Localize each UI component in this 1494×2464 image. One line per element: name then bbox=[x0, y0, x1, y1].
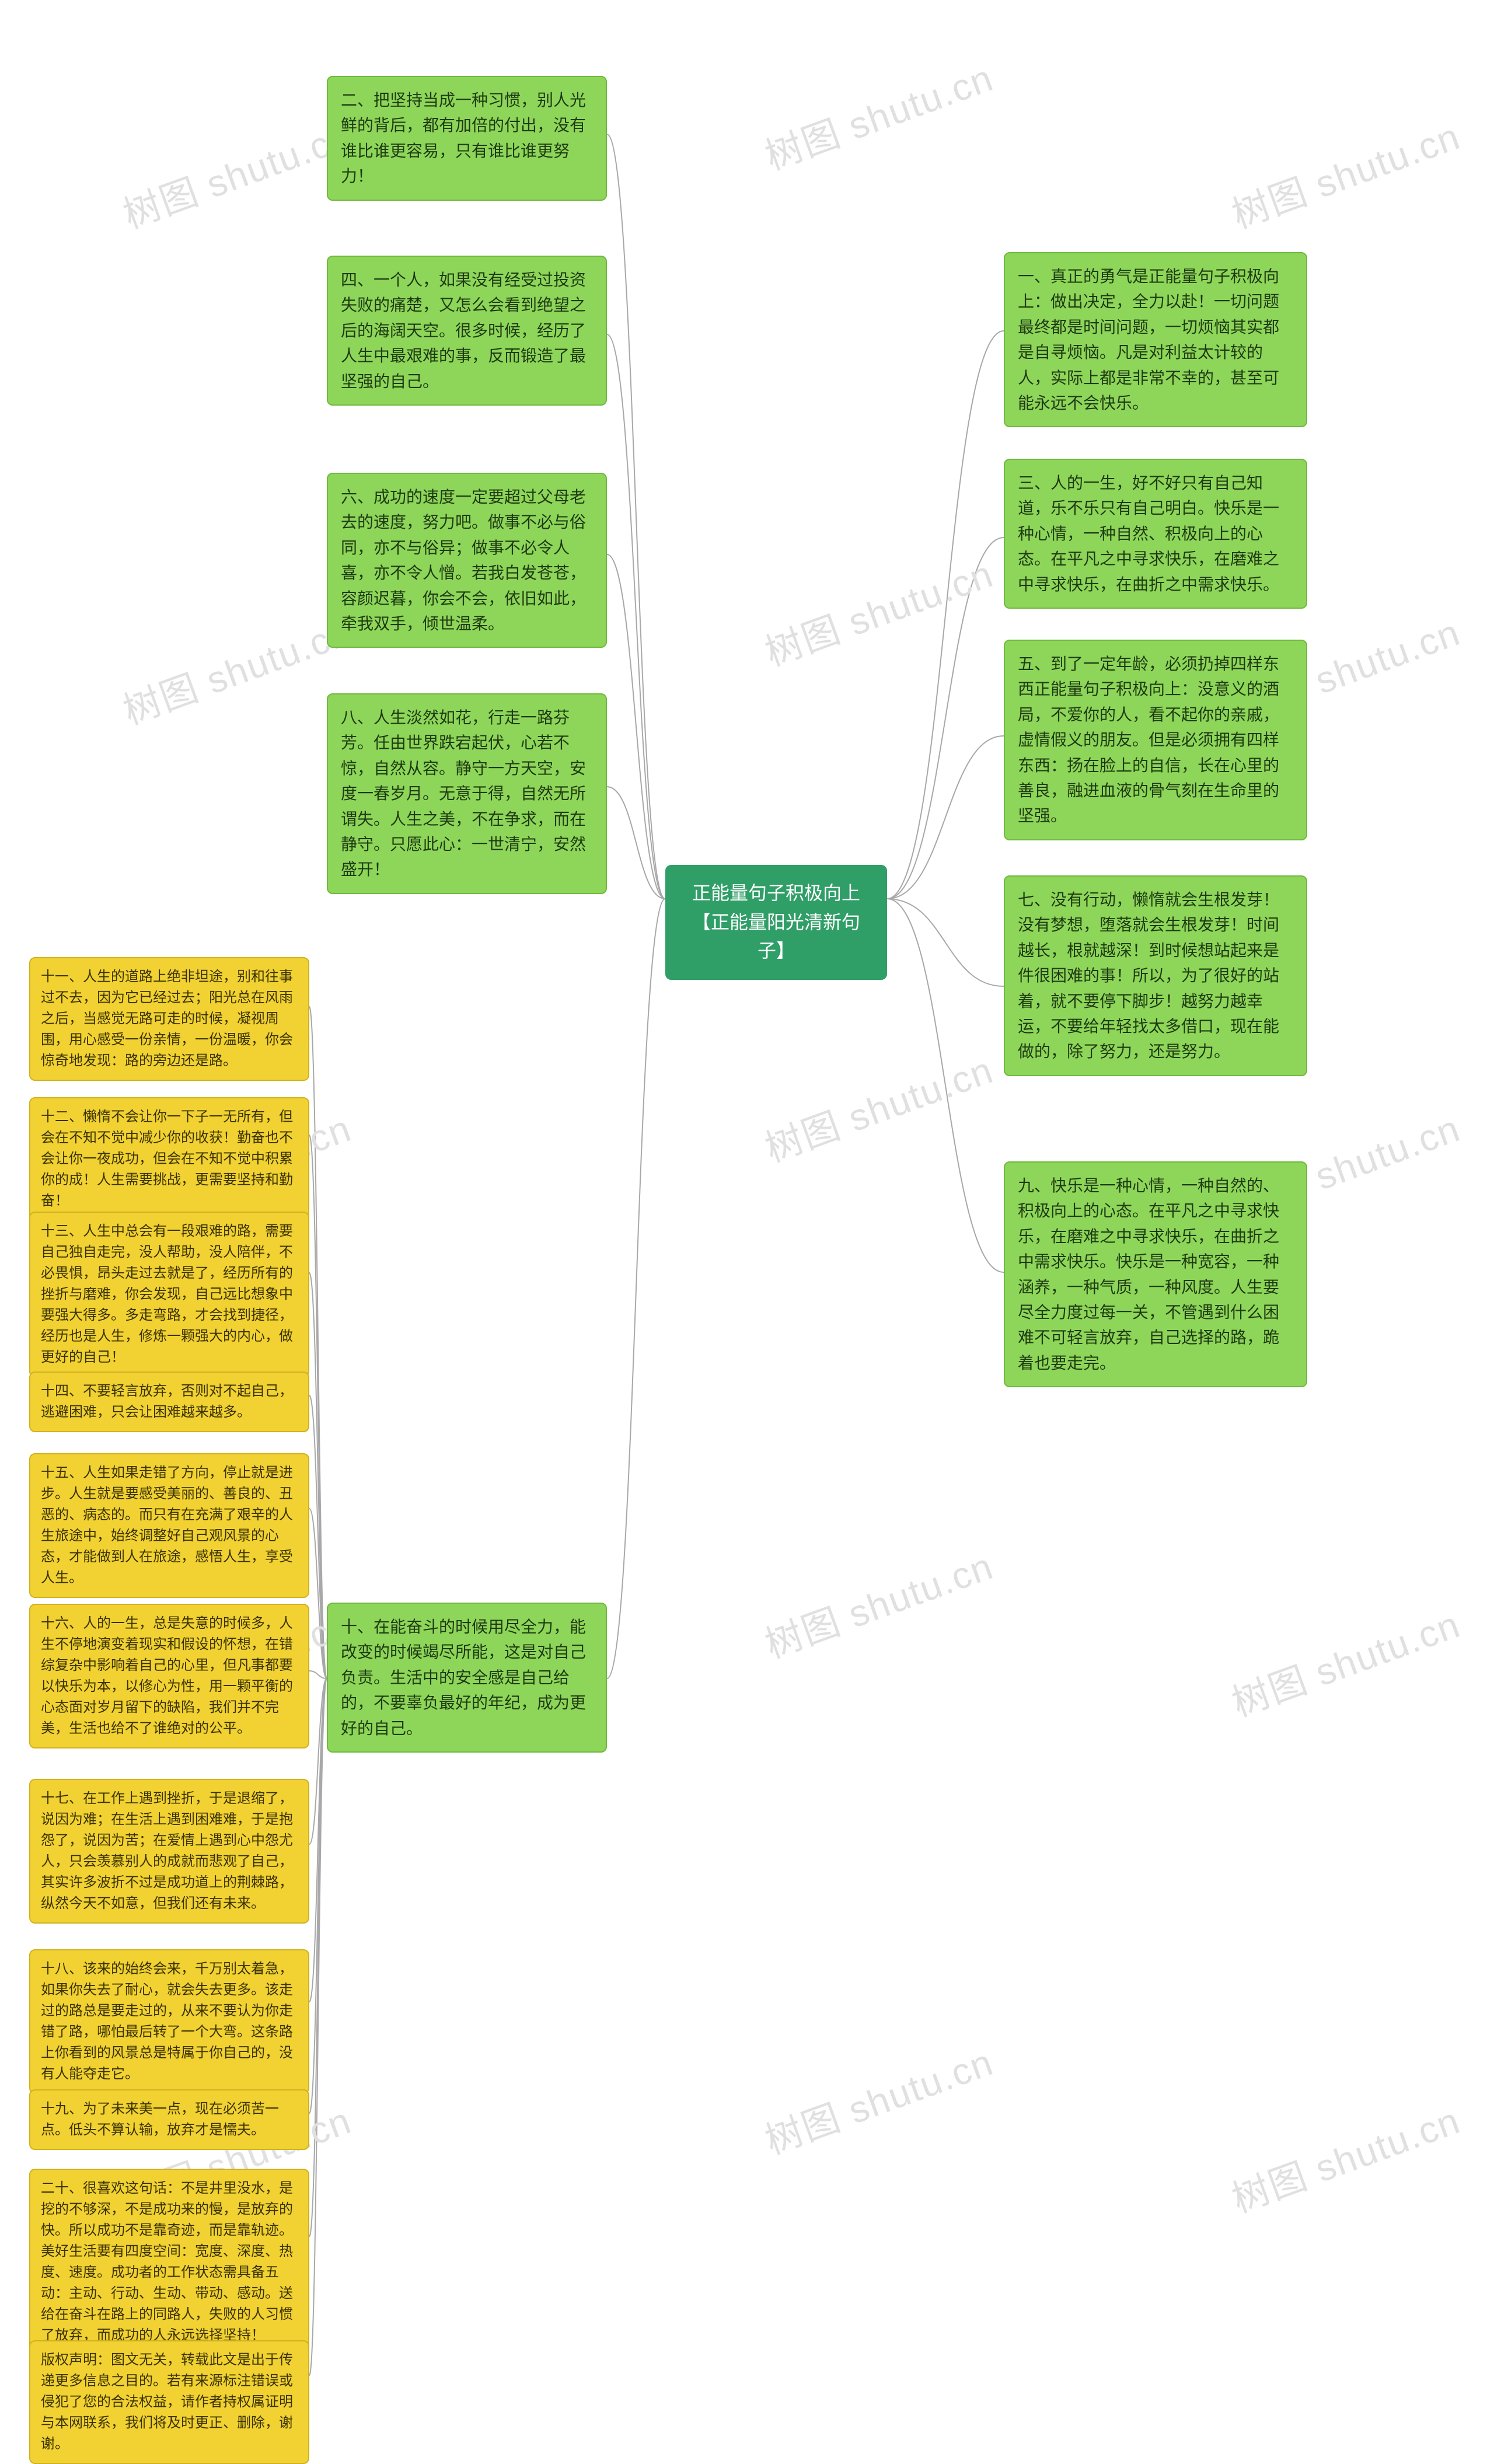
watermark: 树图 shutu.cn bbox=[757, 2033, 1000, 2165]
right-node-3: 七、没有行动，懒惰就会生根发芽！没有梦想，堕落就会生根发芽！时间越长，根就越深！… bbox=[1004, 875, 1307, 1076]
yellow-node-0: 十一、人生的道路上绝非坦途，别和往事过不去，因为它已经过去；阳光总在风雨之后，当… bbox=[29, 957, 309, 1081]
watermark: 树图 shutu.cn bbox=[757, 1041, 1000, 1173]
yellow-node-7: 十八、该来的始终会来，千万别太着急，如果你失去了耐心，就会失去更多。该走过的路总… bbox=[29, 1949, 309, 2094]
watermark: 树图 shutu.cn bbox=[1224, 2091, 1467, 2224]
left-node-1: 四、一个人，如果没有经受过投资失败的痛楚，又怎么会看到绝望之后的海阔天空。很多时… bbox=[327, 256, 607, 406]
watermark: 树图 shutu.cn bbox=[757, 48, 1000, 181]
watermark: 树图 shutu.cn bbox=[115, 603, 358, 735]
right-node-4: 九、快乐是一种心情，一种自然的、积极向上的心态。在平凡之中寻求快乐，在磨难之中寻… bbox=[1004, 1161, 1307, 1387]
watermark: 树图 shutu.cn bbox=[757, 1537, 1000, 1669]
yellow-node-3: 十四、不要轻言放弃，否则对不起自己，逃避困难，只会让困难越来越多。 bbox=[29, 1371, 309, 1432]
root-label: 正能量句子积极向上【正能量阳光清新句子】 bbox=[692, 882, 860, 961]
yellow-node-4: 十五、人生如果走错了方向，停止就是进步。人生就是要感受美丽的、善良的、丑恶的、病… bbox=[29, 1453, 309, 1598]
left-node-4: 十、在能奋斗的时候用尽全力，能改变的时候竭尽所能，这是对自己负责。生活中的安全感… bbox=[327, 1603, 607, 1753]
yellow-node-1: 十二、懒惰不会让你一下子一无所有，但会在不知不觉中减少你的收获！勤奋也不会让你一… bbox=[29, 1097, 309, 1221]
yellow-node-5: 十六、人的一生，总是失意的时候多，人生不停地演变着现实和假设的怀想，在错综复杂中… bbox=[29, 1604, 309, 1748]
watermark: 树图 shutu.cn bbox=[1224, 107, 1467, 239]
watermark: 树图 shutu.cn bbox=[1224, 1595, 1467, 1727]
watermark: 树图 shutu.cn bbox=[757, 545, 1000, 677]
yellow-node-8: 十九、为了未来美一点，现在必须苦一点。低头不算认输，放弃才是懦夫。 bbox=[29, 2089, 309, 2150]
yellow-node-6: 十七、在工作上遇到挫折，于是退缩了，说因为难；在生活上遇到困难难，于是抱怨了，说… bbox=[29, 1779, 309, 1924]
watermark: 树图 shutu.cn bbox=[115, 107, 358, 239]
yellow-node-10: 版权声明：图文无关，转载此文是出于传递更多信息之目的。若有来源标注错误或侵犯了您… bbox=[29, 2340, 309, 2464]
right-node-2: 五、到了一定年龄，必须扔掉四样东西正能量句子积极向上：没意义的酒局，不爱你的人，… bbox=[1004, 640, 1307, 840]
yellow-node-9: 二十、很喜欢这句话：不是井里没水，是挖的不够深，不是成功来的慢，是放弃的快。所以… bbox=[29, 2169, 309, 2355]
right-node-1: 三、人的一生，好不好只有自己知道，乐不乐只有自己明白。快乐是一种心情，一种自然、… bbox=[1004, 459, 1307, 609]
left-node-0: 二、把坚持当成一种习惯，别人光鲜的背后，都有加倍的付出，没有谁比谁更容易，只有谁… bbox=[327, 76, 607, 201]
left-node-3: 八、人生淡然如花，行走一路芬芳。任由世界跌宕起伏，心若不惊，自然从容。静守一方天… bbox=[327, 693, 607, 894]
right-node-0: 一、真正的勇气是正能量句子积极向上：做出决定，全力以赴！一切问题最终都是时间问题… bbox=[1004, 252, 1307, 427]
mindmap-root: 正能量句子积极向上【正能量阳光清新句子】 bbox=[665, 865, 887, 980]
yellow-node-2: 十三、人生中总会有一段艰难的路，需要自己独自走完，没人帮助，没人陪伴，不必畏惧，… bbox=[29, 1212, 309, 1377]
left-node-2: 六、成功的速度一定要超过父母老去的速度，努力吧。做事不必与俗同，亦不与俗异；做事… bbox=[327, 473, 607, 648]
